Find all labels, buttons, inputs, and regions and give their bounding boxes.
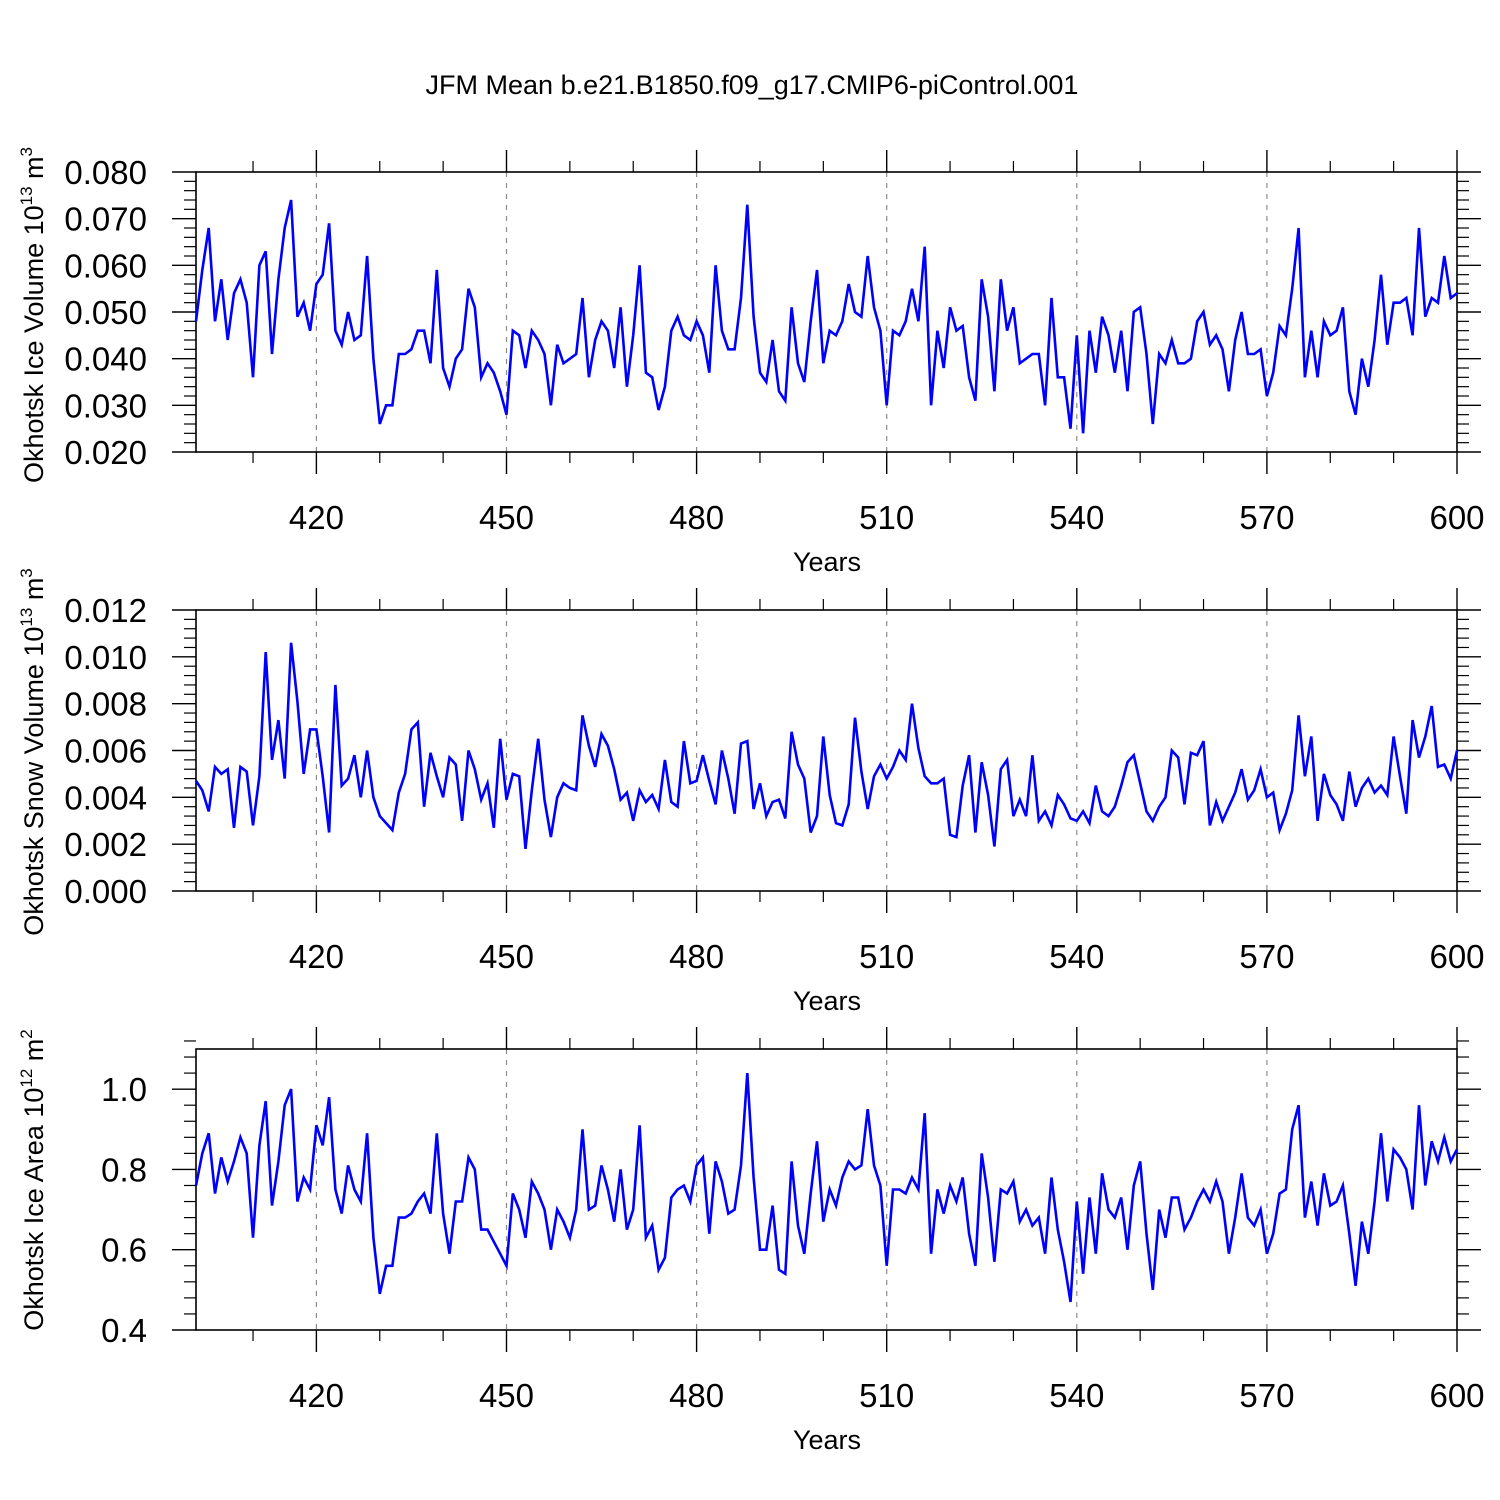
- y-tick-label: 0.012: [64, 592, 147, 629]
- y-tick-label: 0.000: [64, 873, 147, 910]
- x-tick-label: 600: [1429, 1377, 1484, 1414]
- x-tick-label: 600: [1429, 938, 1484, 975]
- y-tick-label: 0.4: [101, 1312, 147, 1349]
- y-tick-label: 1.0: [101, 1071, 147, 1108]
- x-tick-label: 420: [289, 938, 344, 975]
- x-tick-label: 540: [1049, 499, 1104, 536]
- y-tick-label: 0.060: [64, 247, 147, 284]
- y-axis-label: Okhotsk Ice Area 1012 m2: [17, 1029, 49, 1331]
- x-tick-label: 570: [1239, 938, 1294, 975]
- figure-title: JFM Mean b.e21.B1850.f09_g17.CMIP6-piCon…: [426, 70, 1079, 100]
- x-tick-label: 480: [669, 938, 724, 975]
- y-tick-label: 0.050: [64, 294, 147, 331]
- y-tick-label: 0.070: [64, 201, 147, 238]
- y-axis-label: Okhotsk Ice Volume 1013 m3: [17, 147, 49, 483]
- y-tick-label: 0.040: [64, 341, 147, 378]
- x-tick-label: 570: [1239, 1377, 1294, 1414]
- panels-group: 420 450 480 510 540 570 600 0.020 0.030 0.040 0.05…: [17, 147, 1485, 1455]
- x-tick-label: 450: [479, 499, 534, 536]
- x-tick-label: 510: [859, 1377, 914, 1414]
- x-tick-label: 420: [289, 1377, 344, 1414]
- x-axis-label: Years: [793, 1425, 861, 1455]
- series-line-1: [194, 1073, 1459, 1303]
- x-tick-label: 600: [1429, 499, 1484, 536]
- x-axis-label: Years: [793, 547, 861, 577]
- x-tick-label: 540: [1049, 938, 1104, 975]
- series-line-1: [194, 642, 1459, 850]
- y-tick-label: 0.010: [64, 639, 147, 676]
- x-tick-label: 540: [1049, 1377, 1104, 1414]
- y-tick-label: 0.6: [101, 1232, 147, 1269]
- x-axis-label: Years: [793, 986, 861, 1016]
- x-tick-label: 480: [669, 1377, 724, 1414]
- plot-frame: [195, 1048, 1458, 1331]
- y-tick-label: 0.004: [64, 779, 147, 816]
- series-line-1: [194, 199, 1458, 434]
- y-tick-label: 0.020: [64, 434, 147, 471]
- x-tick-label: 480: [669, 499, 724, 536]
- chart-panel-1: 420 450 480 510 540 570 600 0.020 0.030 0.040 0.05…: [17, 147, 1485, 577]
- x-tick-label: 570: [1239, 499, 1294, 536]
- x-tick-label: 510: [859, 499, 914, 536]
- y-axis-label: Okhotsk Snow Volume 1013 m3: [17, 568, 49, 936]
- x-tick-label: 450: [479, 938, 534, 975]
- plot-frame: [195, 609, 1458, 892]
- chart-panel-2: 420 450 480 510 540 570 600 0.000 0.002 0.004 0.00…: [17, 568, 1485, 1016]
- y-tick-label: 0.002: [64, 826, 147, 863]
- y-tick-label: 0.080: [64, 154, 147, 191]
- x-tick-label: 510: [859, 938, 914, 975]
- y-tick-label: 0.008: [64, 686, 147, 723]
- x-tick-label: 420: [289, 499, 344, 536]
- x-tick-label: 450: [479, 1377, 534, 1414]
- chart-panel-3: 420 450 480 510 540 570 600 0.4 0.6 0.8 1.0 Years Ok…: [17, 1027, 1485, 1455]
- y-tick-label: 0.030: [64, 387, 147, 424]
- y-tick-label: 0.8: [101, 1151, 147, 1188]
- y-tick-label: 0.006: [64, 733, 147, 770]
